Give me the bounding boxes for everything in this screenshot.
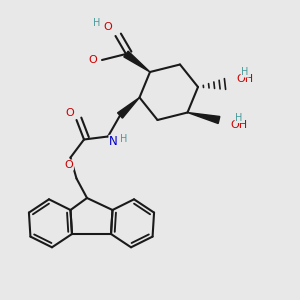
Polygon shape: [118, 98, 140, 118]
Text: O: O: [64, 160, 74, 170]
Text: O: O: [65, 107, 74, 118]
Text: H: H: [93, 17, 100, 28]
Text: OH: OH: [230, 119, 248, 130]
Text: O: O: [103, 22, 112, 32]
Text: N: N: [109, 135, 118, 148]
Text: O: O: [88, 55, 98, 65]
Polygon shape: [124, 51, 150, 72]
Text: H: H: [241, 67, 248, 77]
Polygon shape: [188, 112, 220, 124]
Text: H: H: [120, 134, 127, 145]
Text: H: H: [235, 112, 242, 123]
Text: OH: OH: [236, 74, 254, 84]
